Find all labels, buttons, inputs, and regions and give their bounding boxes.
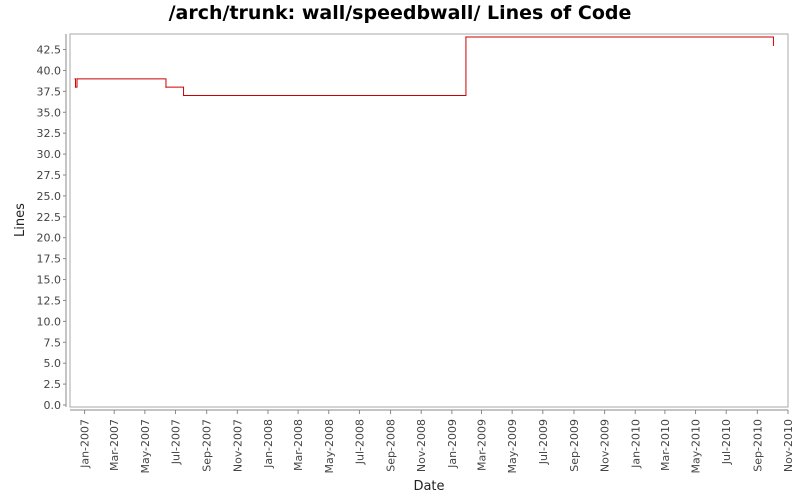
- series-layer: [74, 36, 775, 97]
- x-tick-label: Jan-2008: [262, 419, 275, 469]
- x-tick-label: Jan-2010: [629, 419, 642, 469]
- y-tick-label: 17.5: [37, 253, 62, 266]
- chart-title: /arch/trunk: wall/speedbwall/ Lines of C…: [168, 2, 632, 24]
- data-point: [74, 78, 76, 80]
- y-tick-label: 15.0: [37, 274, 62, 287]
- x-tick-label: Sep-2008: [385, 419, 398, 472]
- x-tick-label: Mar-2007: [108, 419, 121, 471]
- y-axis-label: Lines: [13, 203, 28, 237]
- y-tick-label: 25.0: [37, 190, 62, 203]
- y-tick-label: 5.0: [44, 357, 62, 370]
- y-tick-label: 27.5: [37, 169, 62, 182]
- x-tick-label: May-2007: [139, 419, 152, 474]
- data-point: [165, 86, 167, 88]
- data-point: [772, 44, 775, 46]
- y-tick-label: 20.0: [37, 232, 62, 245]
- x-tick-label: May-2010: [690, 419, 703, 474]
- x-tick-label: May-2009: [506, 419, 519, 474]
- x-tick-label: Jan-2007: [79, 419, 92, 469]
- x-tick-label: Jul-2008: [353, 419, 366, 465]
- x-tick-label: Nov-2007: [231, 419, 244, 472]
- x-axis: Jan-2007 Mar-2007 May-2007 Jul-2007 Sep-2007…: [70, 409, 795, 474]
- y-tick-label: 35.0: [37, 106, 62, 119]
- x-tick-label: Nov-2009: [599, 419, 612, 472]
- y-tick-label: 37.5: [37, 85, 62, 98]
- data-point: [74, 86, 77, 88]
- x-tick-label: Sep-2010: [751, 419, 764, 472]
- x-tick-label: Jul-2009: [537, 419, 550, 465]
- y-tick-label: 22.5: [37, 211, 62, 224]
- plot-area: [69, 33, 789, 408]
- y-tick-label: 2.5: [44, 378, 62, 391]
- y-tick-label: 42.5: [37, 44, 62, 57]
- y-tick-label: 40.0: [37, 64, 62, 77]
- x-axis-label: Date: [413, 479, 444, 494]
- x-tick-label: Sep-2007: [201, 419, 214, 472]
- x-tick-label: Jul-2007: [170, 419, 183, 465]
- x-tick-label: Jul-2010: [720, 419, 733, 465]
- x-tick-label: Mar-2009: [476, 419, 489, 471]
- y-tick-label: 32.5: [37, 127, 62, 140]
- x-tick-label: May-2008: [323, 419, 336, 474]
- y-tick-label: 10.0: [37, 315, 62, 328]
- x-tick-label: Nov-2008: [415, 419, 428, 472]
- y-tick-label: 0.0: [44, 399, 62, 412]
- data-point: [182, 94, 185, 97]
- data-point: [76, 78, 78, 80]
- y-tick-label: 30.0: [37, 148, 62, 161]
- x-tick-label: Jan-2009: [446, 419, 459, 469]
- x-tick-label: Mar-2008: [292, 419, 305, 471]
- data-point: [465, 36, 467, 38]
- x-tick-label: Sep-2009: [568, 419, 581, 472]
- x-tick-label: Nov-2010: [782, 419, 795, 472]
- y-axis: 0.0 2.5 5.0 7.5 10.0 12.5 15.0 17.5 20.0 22.5 25.0…: [37, 34, 67, 412]
- y-tick-label: 7.5: [44, 336, 62, 349]
- x-tick-label: Mar-2010: [659, 419, 672, 471]
- y-tick-label: 12.5: [37, 294, 62, 307]
